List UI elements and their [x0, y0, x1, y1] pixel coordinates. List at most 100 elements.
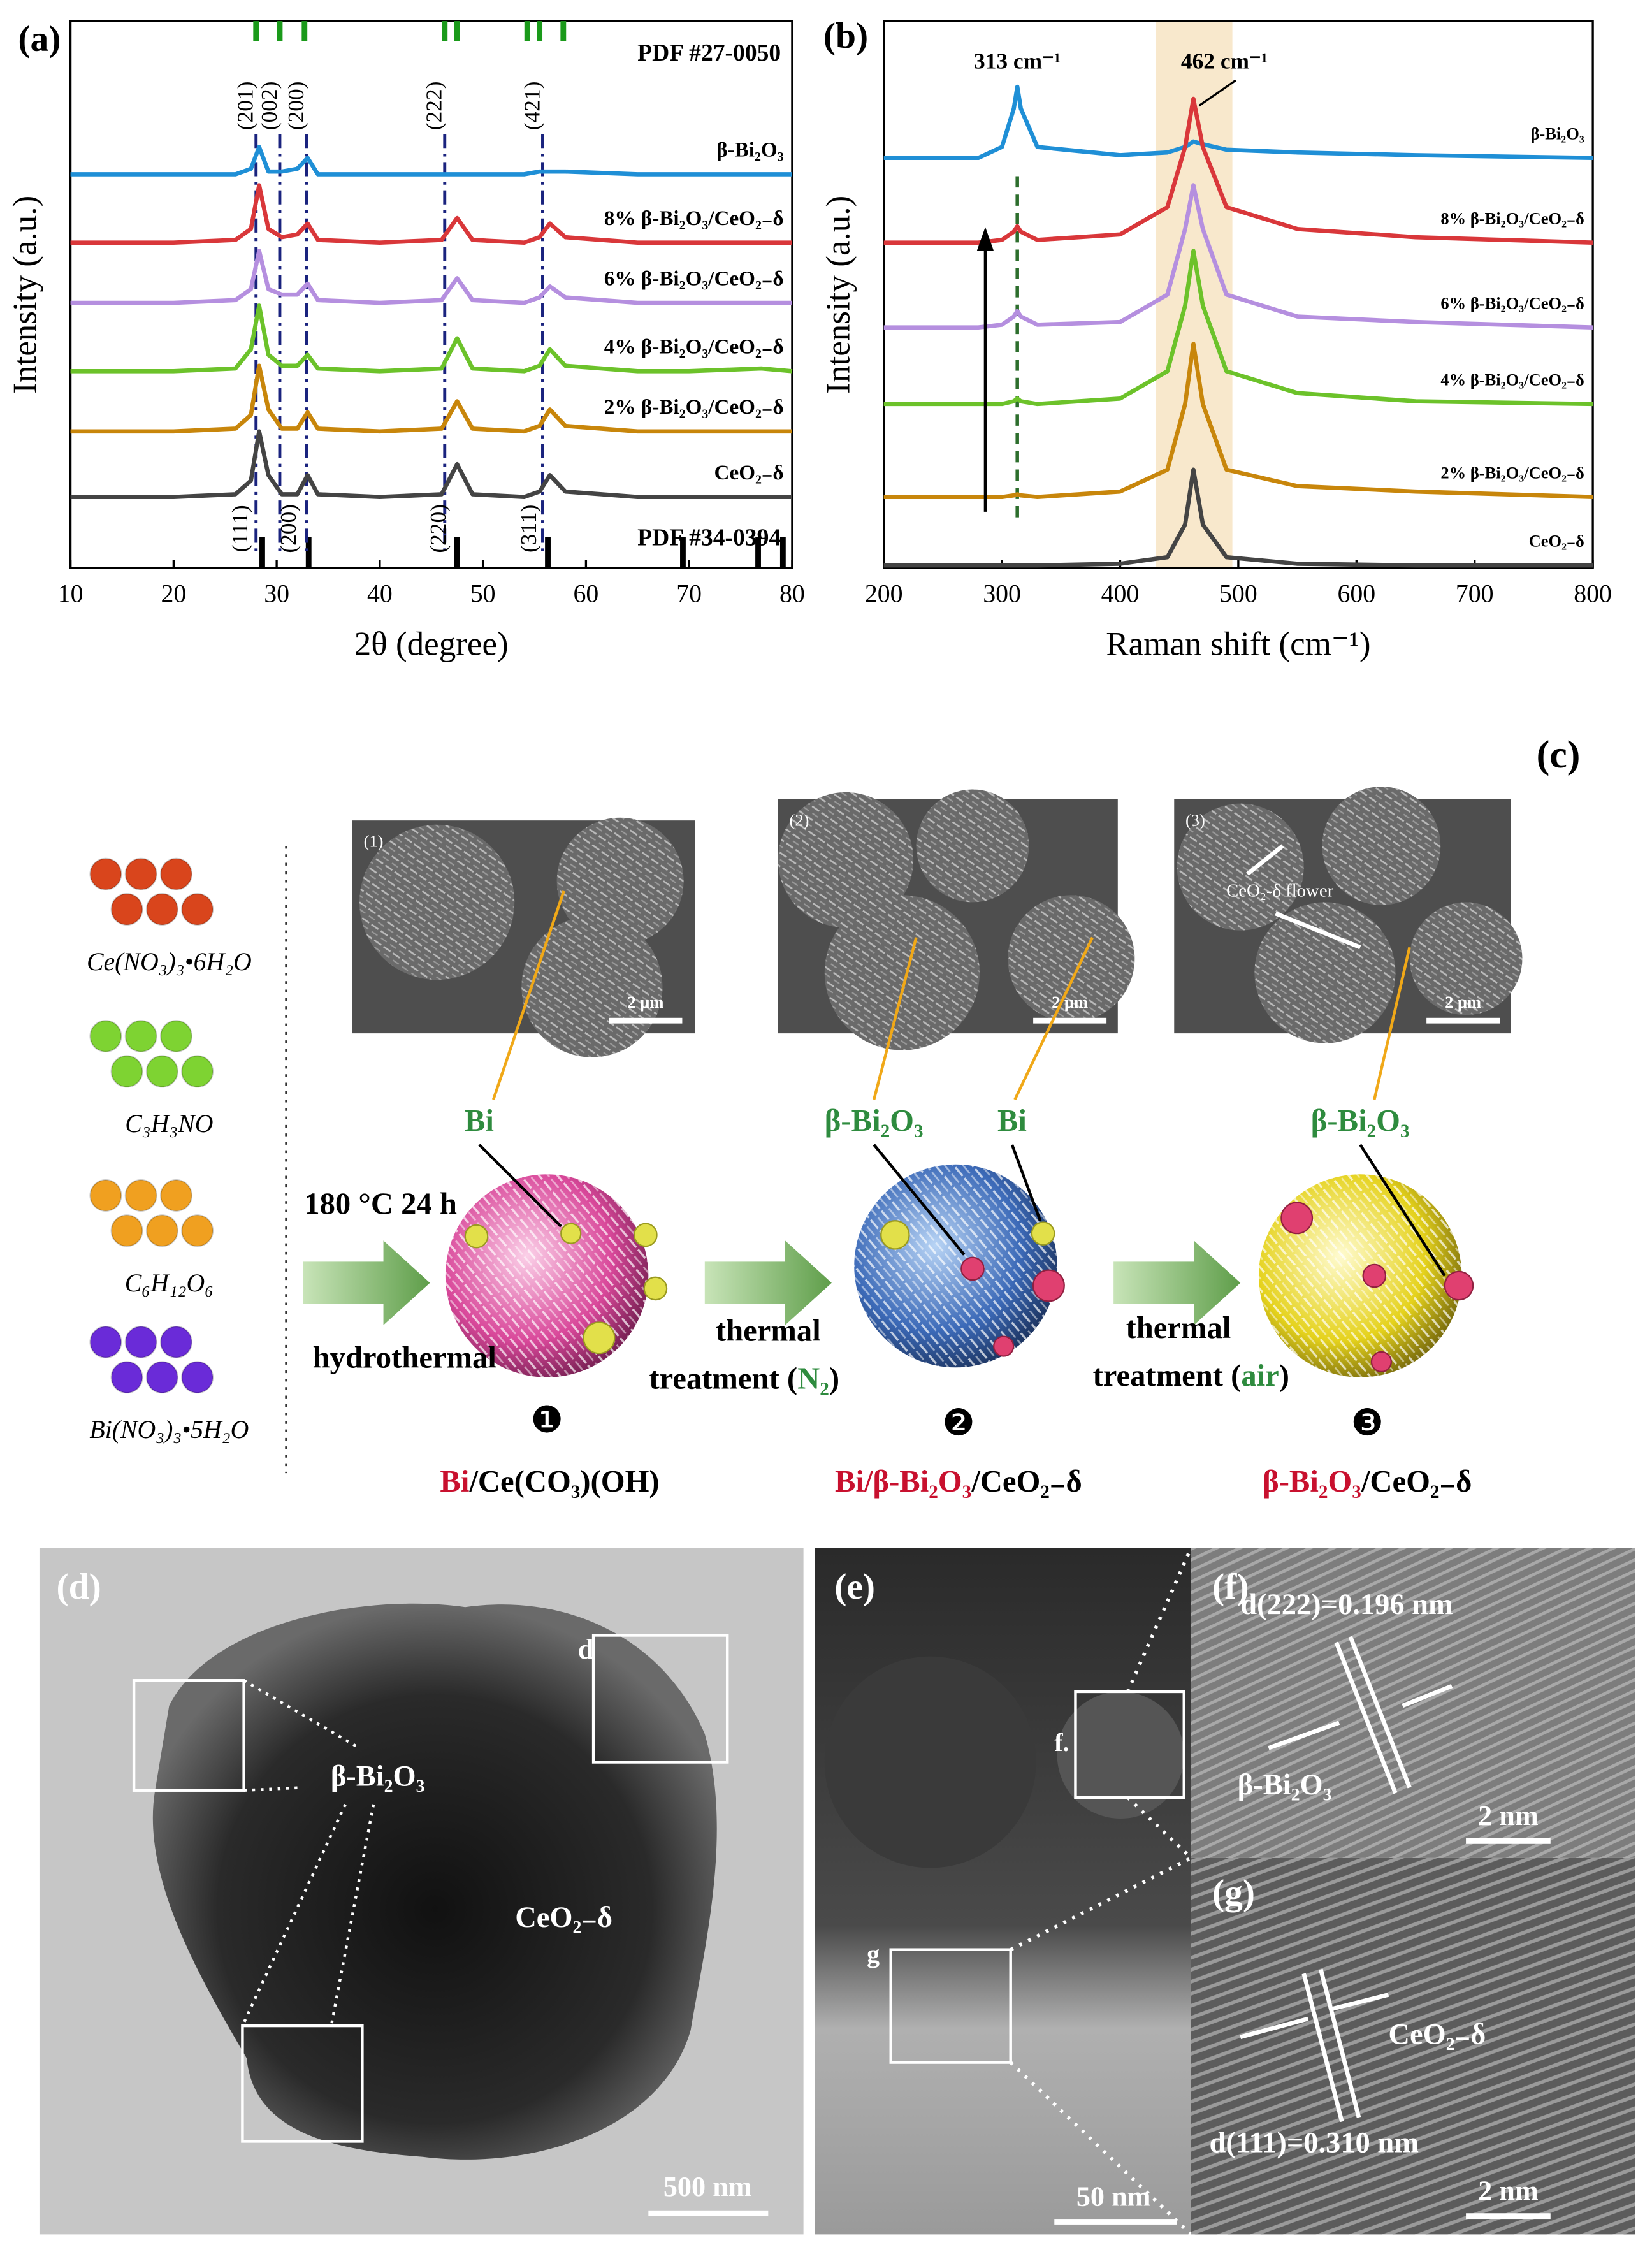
x-tick-label: 30 — [264, 580, 289, 608]
scale-bar — [1466, 2213, 1551, 2220]
y-axis-label: Intensity (a.u.) — [6, 196, 43, 394]
step-number: ❷ — [942, 1403, 975, 1443]
charts: 10 20 30 40 50 60 70 80 2θ (degree) Intensity (a.… — [6, 16, 1612, 662]
reagent-sphere — [160, 1020, 192, 1052]
oxide-dot — [993, 1335, 1015, 1357]
reference-label: (002) — [256, 82, 282, 131]
box-label: d — [578, 1634, 594, 1665]
sem-sphere — [824, 895, 980, 1050]
series-line — [883, 96, 1593, 245]
reagent-sphere — [145, 1055, 178, 1088]
bi-dot — [560, 1223, 582, 1244]
reagent-sphere — [110, 1361, 143, 1394]
product: β-Bi₂O₃/CeO₂₋δ — [1263, 1464, 1472, 1499]
oxide-dot — [1444, 1270, 1474, 1301]
reagent-sphere — [181, 1055, 214, 1088]
panel-label: (b) — [823, 16, 868, 56]
product: Bi/Ce(CO₃)(OH) — [440, 1464, 659, 1499]
condition: hydrothermal — [313, 1340, 496, 1374]
phase-label: β-Bi₂O₃ — [331, 1761, 425, 1793]
panel-label: (c) — [1537, 733, 1581, 776]
x-tick-label: 700 — [1456, 580, 1494, 608]
reagent-sphere — [89, 1020, 122, 1052]
reference-label: (200) — [283, 82, 308, 131]
series-label: 8% β-Bi₂O₃/CeO₂₋δ — [1440, 208, 1584, 228]
sem-sphere — [778, 792, 914, 928]
panel-label: (g) — [1212, 1873, 1255, 1913]
connector — [1009, 2061, 1192, 2236]
pointers — [491, 890, 1411, 1101]
sem-annotation: CeO₂-δ flower — [1226, 881, 1333, 901]
reagent-sphere — [124, 857, 157, 890]
pointer — [873, 937, 918, 1100]
x-tick-label: 70 — [676, 580, 702, 608]
reagent-label: C₃H₃NO — [125, 1110, 213, 1138]
scale-bar — [1054, 2219, 1177, 2225]
oxide-dot — [1032, 1269, 1065, 1302]
inset-box — [132, 1679, 245, 1792]
hkl-label: (200) — [275, 504, 301, 553]
sem-sphere — [1177, 803, 1304, 931]
reagent-sphere — [160, 1326, 192, 1358]
condition-part: ) — [1279, 1358, 1289, 1393]
x-tick-label: 50 — [470, 580, 496, 608]
connector — [1010, 1856, 1192, 1952]
annotation-arrow — [1198, 79, 1236, 107]
trend-arrowhead — [976, 227, 994, 251]
scale-bar — [1426, 1017, 1500, 1024]
condition: treatment (air) — [1093, 1358, 1289, 1393]
series-line — [883, 467, 1593, 568]
reagent-sphere — [124, 1326, 157, 1358]
x-tick-label: 10 — [58, 580, 83, 608]
y-axis-label: Intensity (a.u.) — [820, 196, 857, 394]
condition: thermal — [716, 1313, 821, 1348]
scale-label: 2 μm — [1445, 992, 1481, 1012]
condition-gas: N₂ — [797, 1362, 829, 1396]
condition-part: treatment ( — [649, 1362, 797, 1396]
sem-sphere — [1409, 902, 1523, 1015]
reagent-sphere — [181, 893, 214, 926]
spacing-label: d(222)=0.196 nm — [1240, 1588, 1453, 1621]
panel-label: (d) — [56, 1567, 101, 1607]
process-arrow — [1113, 1240, 1241, 1325]
species-label: Bi — [465, 1103, 494, 1138]
series-line — [883, 84, 1593, 161]
pointer — [1013, 936, 1094, 1101]
sem-sphere — [521, 916, 663, 1057]
pointer — [491, 890, 565, 1100]
step-number: ❸ — [1351, 1403, 1384, 1443]
series-label: CeO₂₋δ — [714, 461, 784, 484]
series-label: 6% β-Bi₂O₃/CeO₂₋δ — [1440, 293, 1584, 312]
fringe-marker — [1301, 1973, 1344, 2123]
pointer — [1275, 912, 1361, 950]
x-tick-label: 20 — [161, 580, 186, 608]
x-tick-label: 40 — [367, 580, 393, 608]
box-label: f. — [1054, 1729, 1069, 1757]
sem-sphere — [556, 817, 684, 945]
panel-label: (e) — [834, 1567, 875, 1607]
condition: 180 °C 24 h — [304, 1186, 457, 1221]
particle-image — [824, 1656, 1036, 1868]
species-label: Bi — [997, 1103, 1027, 1138]
reagent-label: Ce(NO₃)₃•6H₂O — [87, 948, 252, 976]
scale-label: 2 nm — [1478, 1800, 1539, 1831]
phase-label: CeO₂₋δ — [515, 1901, 612, 1934]
series-label: 2% β-Bi₂O₃/CeO₂₋δ — [1440, 463, 1584, 482]
process-arrow — [704, 1240, 832, 1325]
chart: 10 20 30 40 50 60 70 80 2θ (degree) Intensity (a.… — [6, 19, 804, 663]
series-line — [883, 342, 1593, 500]
series-label: 2% β-Bi₂O₃/CeO₂₋δ — [604, 395, 784, 419]
phase-label: β-Bi₂O₃ — [1238, 1769, 1332, 1801]
reagent-label: C₆H₁₂O₆ — [125, 1269, 214, 1297]
process-arrow — [303, 1240, 430, 1325]
peak-annotation: 462 cm⁻¹ — [1181, 48, 1268, 74]
sem-images: (1) (2) (3) 2 μm 2 μm 2 μm CeO₂-δ flower — [352, 787, 1523, 1057]
reagent-sphere — [110, 1055, 143, 1088]
bi-dot — [1031, 1221, 1055, 1246]
fringe-arrow — [1402, 1684, 1453, 1708]
step-number: ❶ — [530, 1400, 563, 1441]
plot-frame — [69, 20, 793, 569]
series-line — [883, 249, 1593, 407]
series-label: β-Bi₂O₃ — [1530, 124, 1584, 143]
